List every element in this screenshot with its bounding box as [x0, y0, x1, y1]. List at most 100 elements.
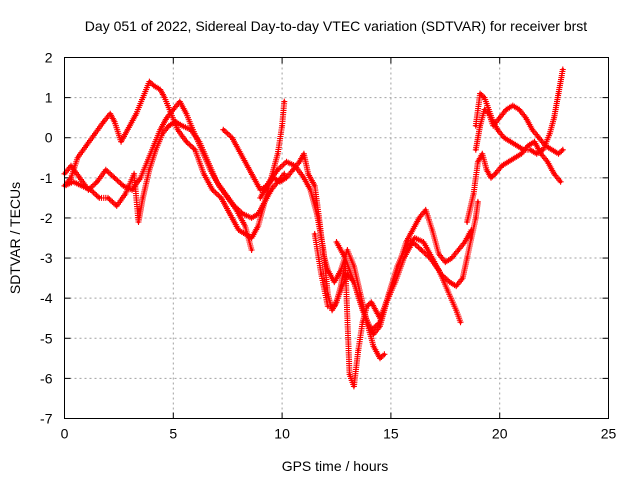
data-point [173, 120, 177, 124]
data-point [461, 276, 465, 280]
plot-frame [64, 57, 609, 419]
data-point [482, 96, 486, 100]
data-point [313, 184, 317, 188]
data-point [528, 148, 532, 152]
data-point [113, 120, 117, 124]
data-point [108, 112, 112, 116]
data-point [459, 320, 463, 324]
data-point [165, 116, 169, 120]
data-point [474, 124, 478, 128]
data-point [356, 348, 360, 352]
data-point [382, 352, 386, 356]
data-point [513, 156, 517, 160]
data-point [371, 344, 375, 348]
series-satellite-track-c [61, 98, 255, 253]
data-point [167, 124, 171, 128]
x-tick-label: 5 [169, 426, 177, 442]
data-point [269, 188, 273, 192]
data-point [509, 140, 513, 144]
data-point [78, 176, 82, 180]
data-point [493, 172, 497, 176]
data-point [361, 320, 365, 324]
data-point [178, 100, 182, 104]
x-tick-label: 15 [383, 426, 399, 442]
data-point [321, 248, 325, 252]
data-point [319, 272, 323, 276]
data-point [302, 152, 306, 156]
x-tick-labels: 0 5 10 15 20 25 [61, 426, 617, 442]
data-point [171, 108, 175, 112]
data-point [352, 280, 356, 284]
data-point [417, 216, 421, 220]
data-point [369, 328, 373, 332]
data-point [369, 300, 373, 304]
data-point [104, 168, 108, 172]
data-point [456, 248, 460, 252]
y-tick-label: -1 [40, 170, 53, 186]
data-point [478, 124, 482, 128]
data-point [86, 188, 90, 192]
data-point [258, 196, 262, 200]
data-point [546, 160, 550, 164]
data-point [472, 192, 476, 196]
data-point [210, 188, 214, 192]
data-point [152, 144, 156, 148]
data-point [115, 204, 119, 208]
data-point [489, 176, 493, 180]
data-point [480, 152, 484, 156]
axis-ticks [64, 57, 609, 419]
data-point [145, 160, 149, 164]
data-point [250, 216, 254, 220]
data-point [522, 148, 526, 152]
data-point [130, 188, 134, 192]
data-point [280, 124, 284, 128]
data-point [102, 120, 106, 124]
data-point [256, 212, 260, 216]
data-point [332, 304, 336, 308]
data-point [315, 212, 319, 216]
data-point [332, 280, 336, 284]
data-point [97, 196, 101, 200]
data-point [193, 148, 197, 152]
y-tick-label: 0 [45, 130, 53, 146]
data-point [282, 100, 286, 104]
data-point [258, 188, 262, 192]
data-point [308, 188, 312, 192]
data-point [284, 160, 288, 164]
data-point [250, 236, 254, 240]
series-markers [61, 98, 255, 253]
data-point [163, 96, 167, 100]
series-satellite-track-e [257, 158, 464, 390]
data-point [208, 168, 212, 172]
data-point [500, 164, 504, 168]
data-point [365, 304, 369, 308]
data-point [506, 160, 510, 164]
data-point [491, 120, 495, 124]
data-point [263, 200, 267, 204]
data-point [361, 308, 365, 312]
data-point [302, 176, 306, 180]
y-tick-label: -7 [40, 411, 53, 427]
data-point [552, 116, 556, 120]
y-tick-label: -2 [40, 210, 53, 226]
data-point [276, 152, 280, 156]
data-point [158, 88, 162, 92]
data-point [439, 272, 443, 276]
data-point [176, 128, 180, 132]
data-point [93, 132, 97, 136]
data-point [335, 240, 338, 244]
data-point [330, 308, 334, 312]
data-point [487, 108, 491, 112]
data-point [267, 180, 271, 184]
data-point [533, 140, 537, 144]
data-point [430, 256, 434, 260]
data-point [411, 228, 415, 232]
data-point [256, 224, 260, 228]
data-point [200, 148, 204, 152]
data-point [463, 240, 467, 244]
series-satellite-track-j [472, 66, 566, 157]
data-point [561, 68, 565, 72]
data-point [191, 128, 195, 132]
data-point [252, 176, 256, 180]
data-point [552, 172, 556, 176]
